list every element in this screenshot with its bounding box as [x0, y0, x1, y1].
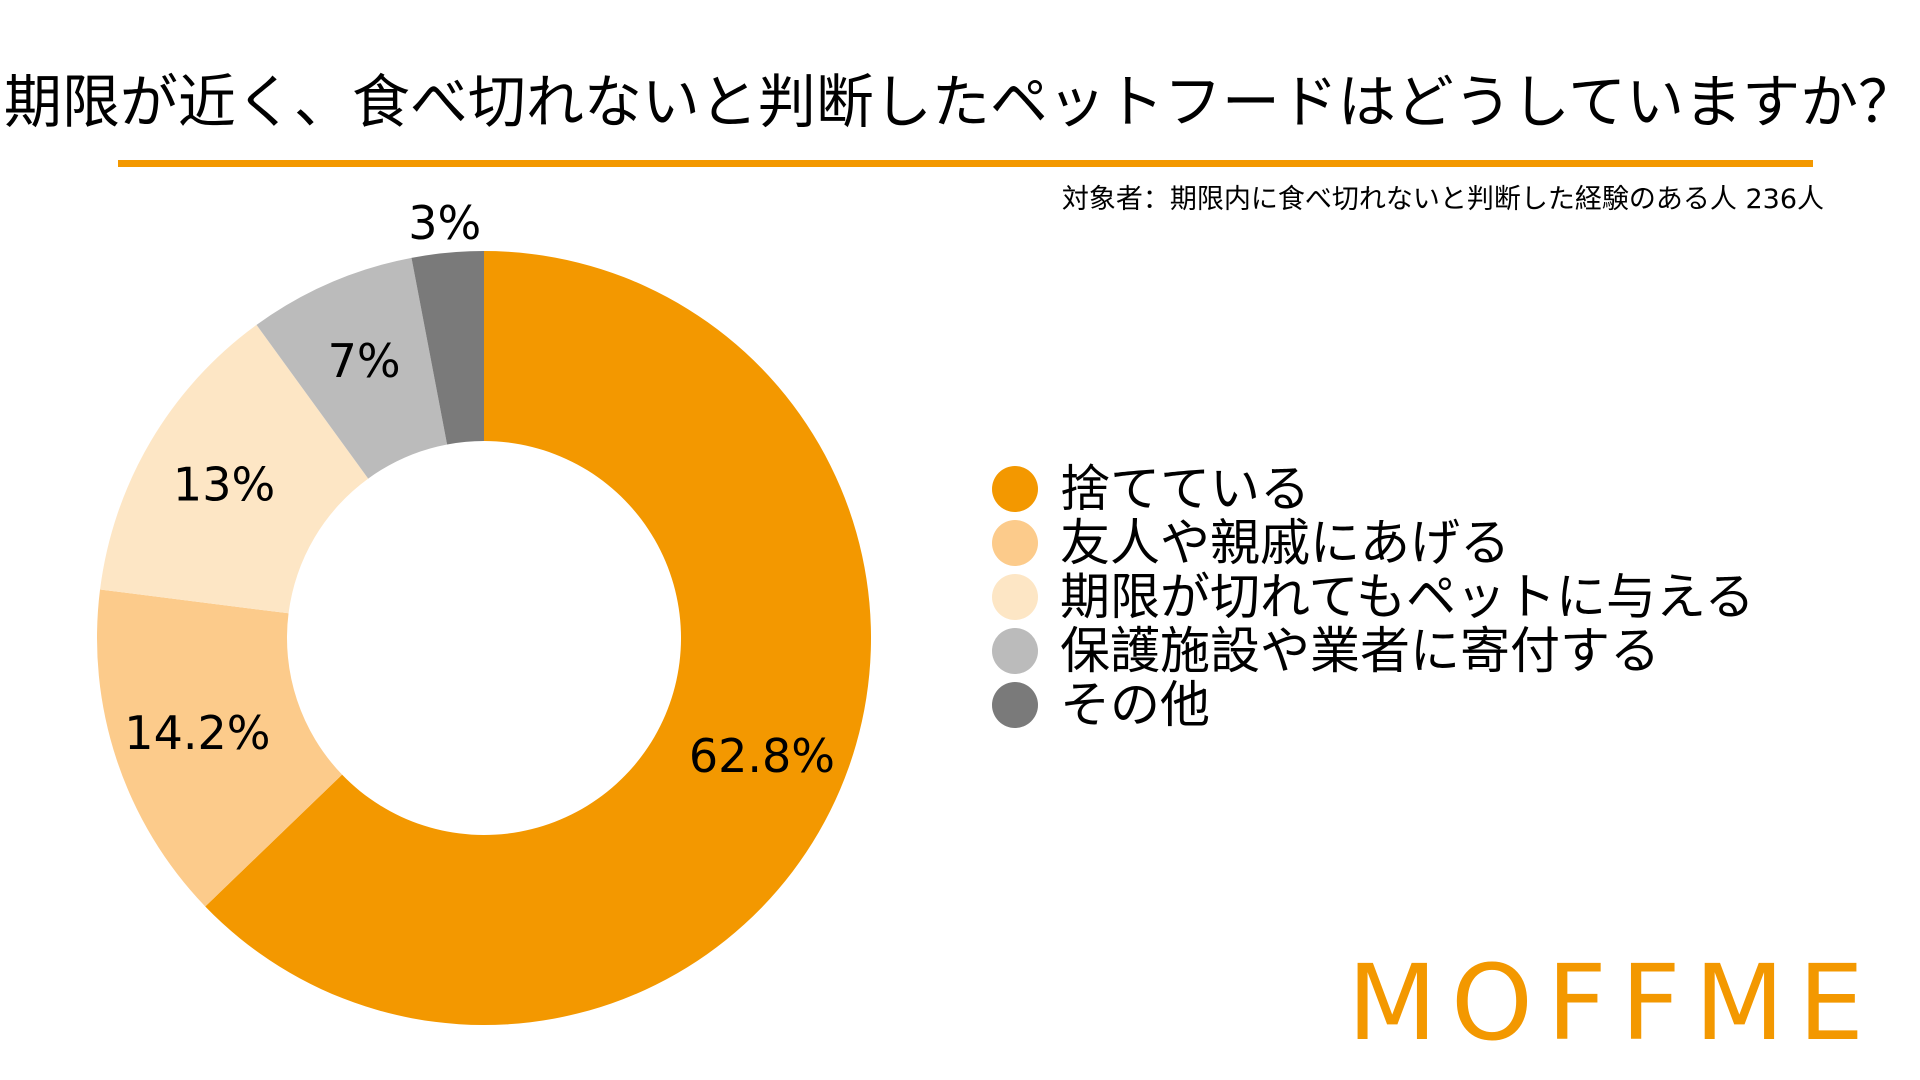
legend-label: その他 — [1060, 676, 1210, 734]
legend-label: 捨てている — [1060, 460, 1310, 518]
value-label-4: 3% — [408, 196, 481, 250]
legend-item: その他 — [992, 678, 1755, 732]
chart-subtitle: 対象者：期限内に食べ切れないと判断した経験のある人 236人 — [1061, 184, 1824, 215]
moffme-logo: MOFFME — [1347, 942, 1878, 1064]
value-label-0: 62.8% — [689, 729, 835, 783]
donut-chart: 62.8% 14.2% 13% 7% 3% — [97, 196, 872, 1025]
legend-label: 友人や親戚にあげる — [1060, 514, 1510, 572]
legend-item: 期限が切れてもペットに与える — [992, 570, 1755, 624]
legend-swatch — [992, 574, 1038, 620]
legend-swatch — [992, 466, 1038, 512]
value-label-2: 13% — [173, 457, 275, 511]
donut-slice-1 — [97, 589, 343, 907]
legend-item: 捨てている — [992, 462, 1755, 516]
donut-slice-0 — [205, 251, 872, 1025]
legend-swatch — [992, 682, 1038, 728]
value-label-1: 14.2% — [124, 706, 270, 760]
legend-item: 保護施設や業者に寄付する — [992, 624, 1755, 678]
donut-slice-4 — [411, 251, 484, 445]
legend-swatch — [992, 520, 1038, 566]
legend-label: 期限が切れてもペットに与える — [1060, 568, 1755, 626]
title-underline — [118, 160, 1813, 167]
donut-slice-3 — [256, 257, 448, 479]
legend-swatch — [992, 628, 1038, 674]
donut-value-labels: 62.8% 14.2% 13% 7% 3% — [124, 196, 835, 783]
value-label-3: 7% — [328, 334, 401, 388]
donut-slices — [97, 251, 872, 1025]
donut-slice-2 — [100, 324, 369, 614]
chart-legend: 捨てている 友人や親戚にあげる 期限が切れてもペットに与える 保護施設や業者に寄付する… — [992, 462, 1755, 732]
legend-label: 保護施設や業者に寄付する — [1060, 622, 1660, 680]
chart-title: 期限が近く、食べ切れないと判断したペットフードはどうしていますか？ — [3, 68, 1917, 136]
legend-item: 友人や親戚にあげる — [992, 516, 1755, 570]
